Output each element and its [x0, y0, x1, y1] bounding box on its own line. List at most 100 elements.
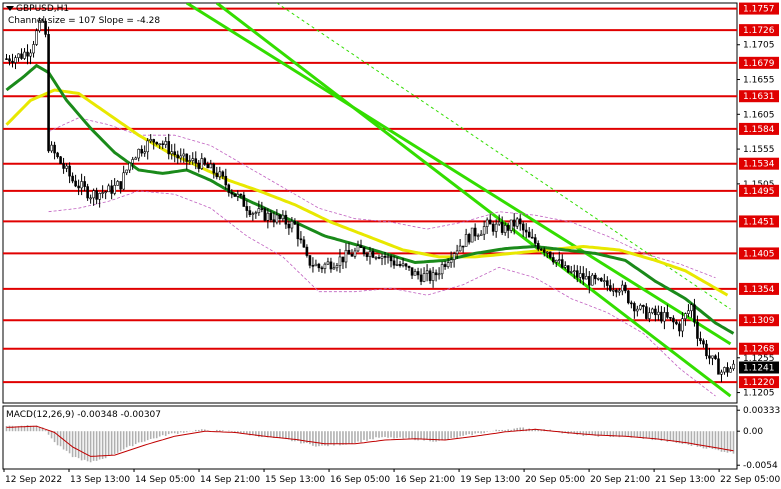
- candle-body: [275, 214, 279, 223]
- level-tag: [739, 247, 779, 260]
- time-tick-label: 22 Sep 05:00: [720, 475, 780, 485]
- candle-body: [212, 163, 216, 174]
- candle-body: [723, 367, 726, 373]
- level-lines: [3, 7, 737, 384]
- level-tag-label: 1.1679: [743, 59, 775, 69]
- candle-body: [524, 229, 528, 233]
- candle-body: [218, 171, 222, 178]
- candle-body: [287, 223, 291, 229]
- candle-body: [107, 185, 110, 193]
- candle-body: [38, 20, 41, 32]
- candle-body: [314, 263, 318, 267]
- candles: [5, 17, 735, 383]
- candle-body: [188, 160, 192, 162]
- candle-body: [221, 171, 225, 177]
- candle-body: [633, 303, 636, 312]
- level-tag-label: 1.1726: [743, 26, 775, 36]
- candle-body: [518, 218, 522, 225]
- candle-body: [50, 144, 53, 152]
- candle-body: [347, 249, 351, 255]
- symbol-label: GBPUSD,H1: [16, 4, 70, 14]
- candle-body: [284, 214, 288, 225]
- macd-tick-label: 0.00333: [743, 406, 780, 416]
- candle-body: [482, 226, 486, 235]
- price-tick-label: 1.1705: [743, 41, 775, 51]
- macd-panel: 0.00333 0.00 -0.0054: [5, 406, 780, 471]
- level-tag-label: 1.1309: [743, 316, 775, 326]
- candle-body: [71, 175, 74, 182]
- candle-body: [122, 172, 125, 190]
- candle-body: [699, 338, 702, 342]
- candle-body: [702, 340, 705, 345]
- candle-body: [230, 192, 234, 195]
- candle-body: [609, 285, 612, 291]
- candle-body: [173, 151, 177, 156]
- candle-body: [341, 256, 345, 263]
- level-tag-label: 1.1354: [743, 285, 775, 295]
- candle-body: [654, 308, 657, 316]
- candle-body: [206, 163, 210, 169]
- candle-body: [491, 223, 495, 232]
- candle-body: [476, 235, 480, 237]
- time-tick-label: 14 Sep 21:00: [200, 475, 260, 485]
- candle-body: [615, 289, 618, 293]
- candle-body: [416, 271, 420, 276]
- candle-body: [401, 263, 405, 266]
- candle-body: [512, 219, 516, 227]
- level-tag: [739, 342, 779, 355]
- candle-body: [681, 318, 684, 332]
- candle-body: [449, 259, 453, 263]
- candle-body: [371, 250, 375, 258]
- candle-body: [630, 302, 633, 305]
- candle-body: [161, 143, 165, 146]
- candle-body: [92, 190, 95, 199]
- candle-body: [80, 181, 83, 189]
- candle-body: [17, 53, 20, 58]
- candle-body: [726, 367, 729, 373]
- envelope-lines: [48, 117, 716, 397]
- time-tick-label: 19 Sep 13:00: [460, 475, 520, 485]
- candle-body: [461, 245, 465, 248]
- candle-body: [431, 272, 435, 281]
- candle-body: [215, 172, 219, 178]
- candle-body: [203, 158, 207, 165]
- candle-body: [675, 321, 678, 325]
- candle-body: [413, 271, 417, 276]
- candle-body: [86, 186, 89, 199]
- candle-body: [717, 358, 720, 375]
- candle-body: [59, 156, 62, 164]
- level-tag: [739, 24, 779, 37]
- candle-body: [533, 237, 537, 244]
- envelope-line: [48, 190, 716, 397]
- price-tick-label: 1.1255: [743, 354, 775, 364]
- level-tag-label: 1.1495: [743, 187, 775, 197]
- candle-body: [158, 143, 162, 146]
- candle-body: [639, 304, 642, 310]
- candle-body: [143, 151, 146, 154]
- candle-body: [320, 267, 324, 270]
- channel-lines: [185, 3, 732, 398]
- candle-body: [251, 213, 255, 215]
- candle-body: [83, 181, 86, 187]
- current-price-label: 1.1241: [743, 364, 775, 374]
- candle-body: [89, 197, 92, 200]
- candle-body: [44, 20, 47, 35]
- candle-body: [687, 310, 690, 314]
- candle-body: [296, 223, 300, 240]
- candle-body: [584, 276, 588, 280]
- candle-body: [600, 278, 603, 282]
- candle-body: [467, 234, 471, 243]
- level-tag-label: 1.1631: [743, 92, 775, 102]
- candle-body: [594, 274, 597, 280]
- candle-body: [560, 259, 564, 268]
- candle-body: [269, 212, 273, 221]
- candle-body: [209, 163, 213, 169]
- candle-body: [642, 304, 645, 307]
- level-tag: [739, 376, 779, 389]
- candle-body: [95, 190, 98, 200]
- ma-slow-line: [5, 88, 729, 297]
- candle-body: [332, 267, 336, 270]
- candle-body: [458, 245, 462, 252]
- candle-body: [248, 210, 252, 215]
- candle-body: [422, 273, 426, 282]
